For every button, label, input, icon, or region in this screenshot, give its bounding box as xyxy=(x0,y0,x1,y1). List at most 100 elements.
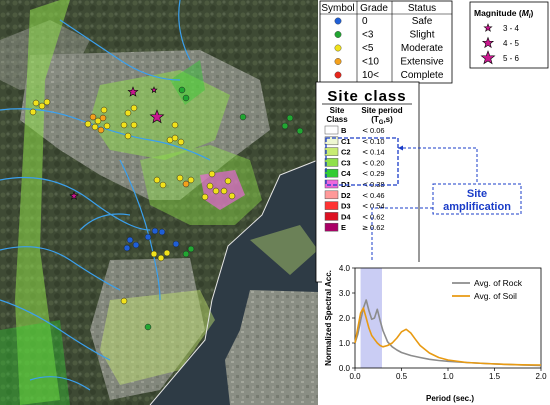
building-marker xyxy=(132,241,140,249)
annotation-box xyxy=(432,183,522,215)
site-class-period: 0.20 xyxy=(370,158,385,167)
chart-x-label: Period (sec.) xyxy=(426,394,474,403)
building-marker xyxy=(130,121,138,129)
site-class-period: 0.46 xyxy=(370,191,385,200)
coastline xyxy=(149,159,319,405)
magnitude-star-icon xyxy=(483,23,493,32)
grade-status: Safe xyxy=(412,16,433,27)
site-class-code: B xyxy=(341,126,347,135)
y-tick-label: 0.0 xyxy=(339,364,351,373)
river-line xyxy=(0,108,211,161)
chart-panel xyxy=(322,262,548,403)
site-class-swatch xyxy=(324,179,339,189)
site-class-zone xyxy=(15,0,70,405)
building-marker xyxy=(224,177,232,185)
building-marker xyxy=(178,86,186,94)
x-tick-label: 1.0 xyxy=(442,372,454,381)
chart-series xyxy=(354,299,542,367)
building-marker xyxy=(171,134,179,142)
grade-symbol-icon xyxy=(334,31,342,38)
site-class-code: C2 xyxy=(341,148,351,157)
river-line xyxy=(59,19,181,81)
building-marker xyxy=(187,176,195,184)
building-marker xyxy=(296,127,304,135)
river-line xyxy=(0,299,111,361)
site-class-swatch xyxy=(324,125,339,135)
site-class-swatch xyxy=(324,212,339,221)
building-marker xyxy=(43,98,51,106)
legend-label: Avg. of Rock xyxy=(474,278,523,288)
epicenter-star-icon xyxy=(69,191,79,200)
site-class-operator: < xyxy=(362,169,368,178)
building-marker xyxy=(177,138,185,146)
building-marker xyxy=(124,109,132,117)
site-class-col-period-2: (TG,s) xyxy=(371,115,393,126)
building-marker xyxy=(182,94,190,102)
port-area xyxy=(225,290,318,405)
y-tick-label: 3.0 xyxy=(339,289,351,298)
site-class-code: D2 xyxy=(341,191,351,200)
building-damage-markers xyxy=(29,86,304,331)
building-marker xyxy=(281,122,289,130)
epicenter-markers xyxy=(69,86,165,200)
site-class-period: 0.29 xyxy=(370,169,385,178)
epicenter-star-icon xyxy=(127,86,139,97)
x-tick-label: 0.0 xyxy=(349,372,361,381)
y-tick-label: 1.0 xyxy=(339,339,351,348)
epicenter-star-icon xyxy=(149,109,165,124)
site-class-operator: < xyxy=(362,137,368,146)
river-line xyxy=(29,376,91,391)
building-marker xyxy=(144,323,152,331)
x-tick-label: 0.5 xyxy=(396,372,408,381)
grade-symbol-icon xyxy=(334,58,342,65)
site-class-code: D3 xyxy=(341,202,351,211)
grade-header-status: Status xyxy=(408,3,436,14)
site-class-operator: < xyxy=(362,202,368,211)
building-marker xyxy=(151,227,159,235)
site-class-period: 0.14 xyxy=(370,148,385,157)
magnitude-items: 3 - 4 4 - 5 5 - 6 xyxy=(480,23,520,65)
x-tick-label: 1.5 xyxy=(489,372,501,381)
site-class-col-class-2: Class xyxy=(326,115,348,124)
building-marker xyxy=(158,228,166,236)
site-class-operator: < xyxy=(362,212,368,221)
y-tick-label: 2.0 xyxy=(339,314,351,323)
building-marker xyxy=(94,117,102,125)
site-class-swatch xyxy=(324,222,339,232)
site-class-period: 0.10 xyxy=(370,137,385,146)
site-class-zone xyxy=(170,60,205,105)
spectral-chart: 0.0 0.5 1.0 1.5 2.0 0.0 1.0 2.0 3.0 4.0 Avg. of R… xyxy=(322,262,548,403)
building-marker xyxy=(212,187,220,195)
building-marker xyxy=(130,104,138,112)
grade-status: Moderate xyxy=(401,43,444,54)
building-marker xyxy=(99,114,107,122)
building-marker xyxy=(103,122,111,130)
building-marker xyxy=(123,244,131,252)
magnitude-legend: Magnitude (Ml) 3 - 4 4 - 5 5 - 6 xyxy=(469,1,549,69)
magnitude-range: 3 - 4 xyxy=(503,24,520,33)
grade-status: Extensive xyxy=(400,57,444,68)
site-class-swatch xyxy=(324,136,339,146)
site-class-swatch xyxy=(324,190,339,200)
building-marker xyxy=(228,192,236,200)
building-marker xyxy=(182,250,190,258)
building-marker xyxy=(89,113,97,121)
site-class-title: Site class xyxy=(327,88,406,105)
site-class-operator: < xyxy=(362,191,368,200)
magnitude-range: 5 - 6 xyxy=(503,54,520,63)
site-class-legend: Site class Site Class Site period (TG,s)… xyxy=(315,81,420,283)
grade-symbol-icon xyxy=(334,71,342,79)
building-marker xyxy=(206,182,214,190)
building-marker xyxy=(38,102,46,110)
site-class-swatch xyxy=(324,201,339,210)
satellite-map xyxy=(0,0,319,405)
grade-status: Slight xyxy=(409,30,434,41)
building-marker xyxy=(91,123,99,131)
chart-legend: Avg. of Rock Avg. of Soil xyxy=(452,278,523,301)
building-marker xyxy=(220,187,228,195)
river-network xyxy=(0,0,211,391)
river-line xyxy=(119,159,161,301)
grade-legend-rows: 0 Safe <3 Slight <5 Moderate <10 Extensive 10< Co… xyxy=(334,16,444,81)
series-line-soil xyxy=(354,307,542,366)
magnitude-title: Magnitude (Ml) xyxy=(474,8,533,20)
